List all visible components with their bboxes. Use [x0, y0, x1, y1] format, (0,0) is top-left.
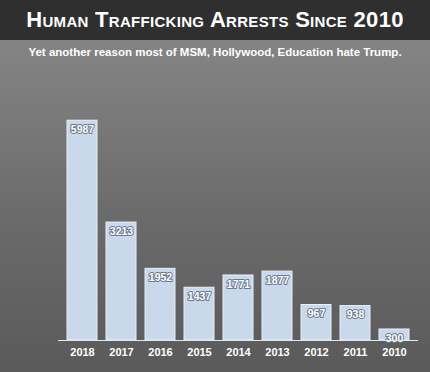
svg-text:300: 300: [386, 332, 404, 344]
svg-text:2016: 2016: [148, 346, 172, 358]
svg-text:1952: 1952: [149, 271, 173, 283]
svg-text:2015: 2015: [187, 346, 211, 358]
svg-text:938: 938: [347, 308, 365, 320]
svg-text:1771: 1771: [227, 278, 251, 290]
svg-text:2018: 2018: [70, 346, 94, 358]
svg-text:2017: 2017: [109, 346, 133, 358]
html-text:Yet another reason most of MSM: Yet another reason most of MSM, Hollywoo…: [28, 46, 402, 58]
svg-text:1437: 1437: [188, 290, 212, 302]
svg-text:2010: 2010: [382, 346, 406, 358]
svg-text:5987: 5987: [71, 123, 95, 135]
svg-text:967: 967: [308, 307, 326, 319]
svg-text:1877: 1877: [266, 274, 290, 286]
svg-text:2012: 2012: [304, 346, 328, 358]
svg-text:2013: 2013: [265, 346, 289, 358]
svg-text:2014: 2014: [226, 346, 251, 358]
html-text:Human Trafficking Arrests Sinc: Human Trafficking Arrests Since 2010: [26, 7, 404, 32]
svg-text:2011: 2011: [344, 346, 368, 358]
svg-text:3213: 3213: [110, 225, 134, 237]
